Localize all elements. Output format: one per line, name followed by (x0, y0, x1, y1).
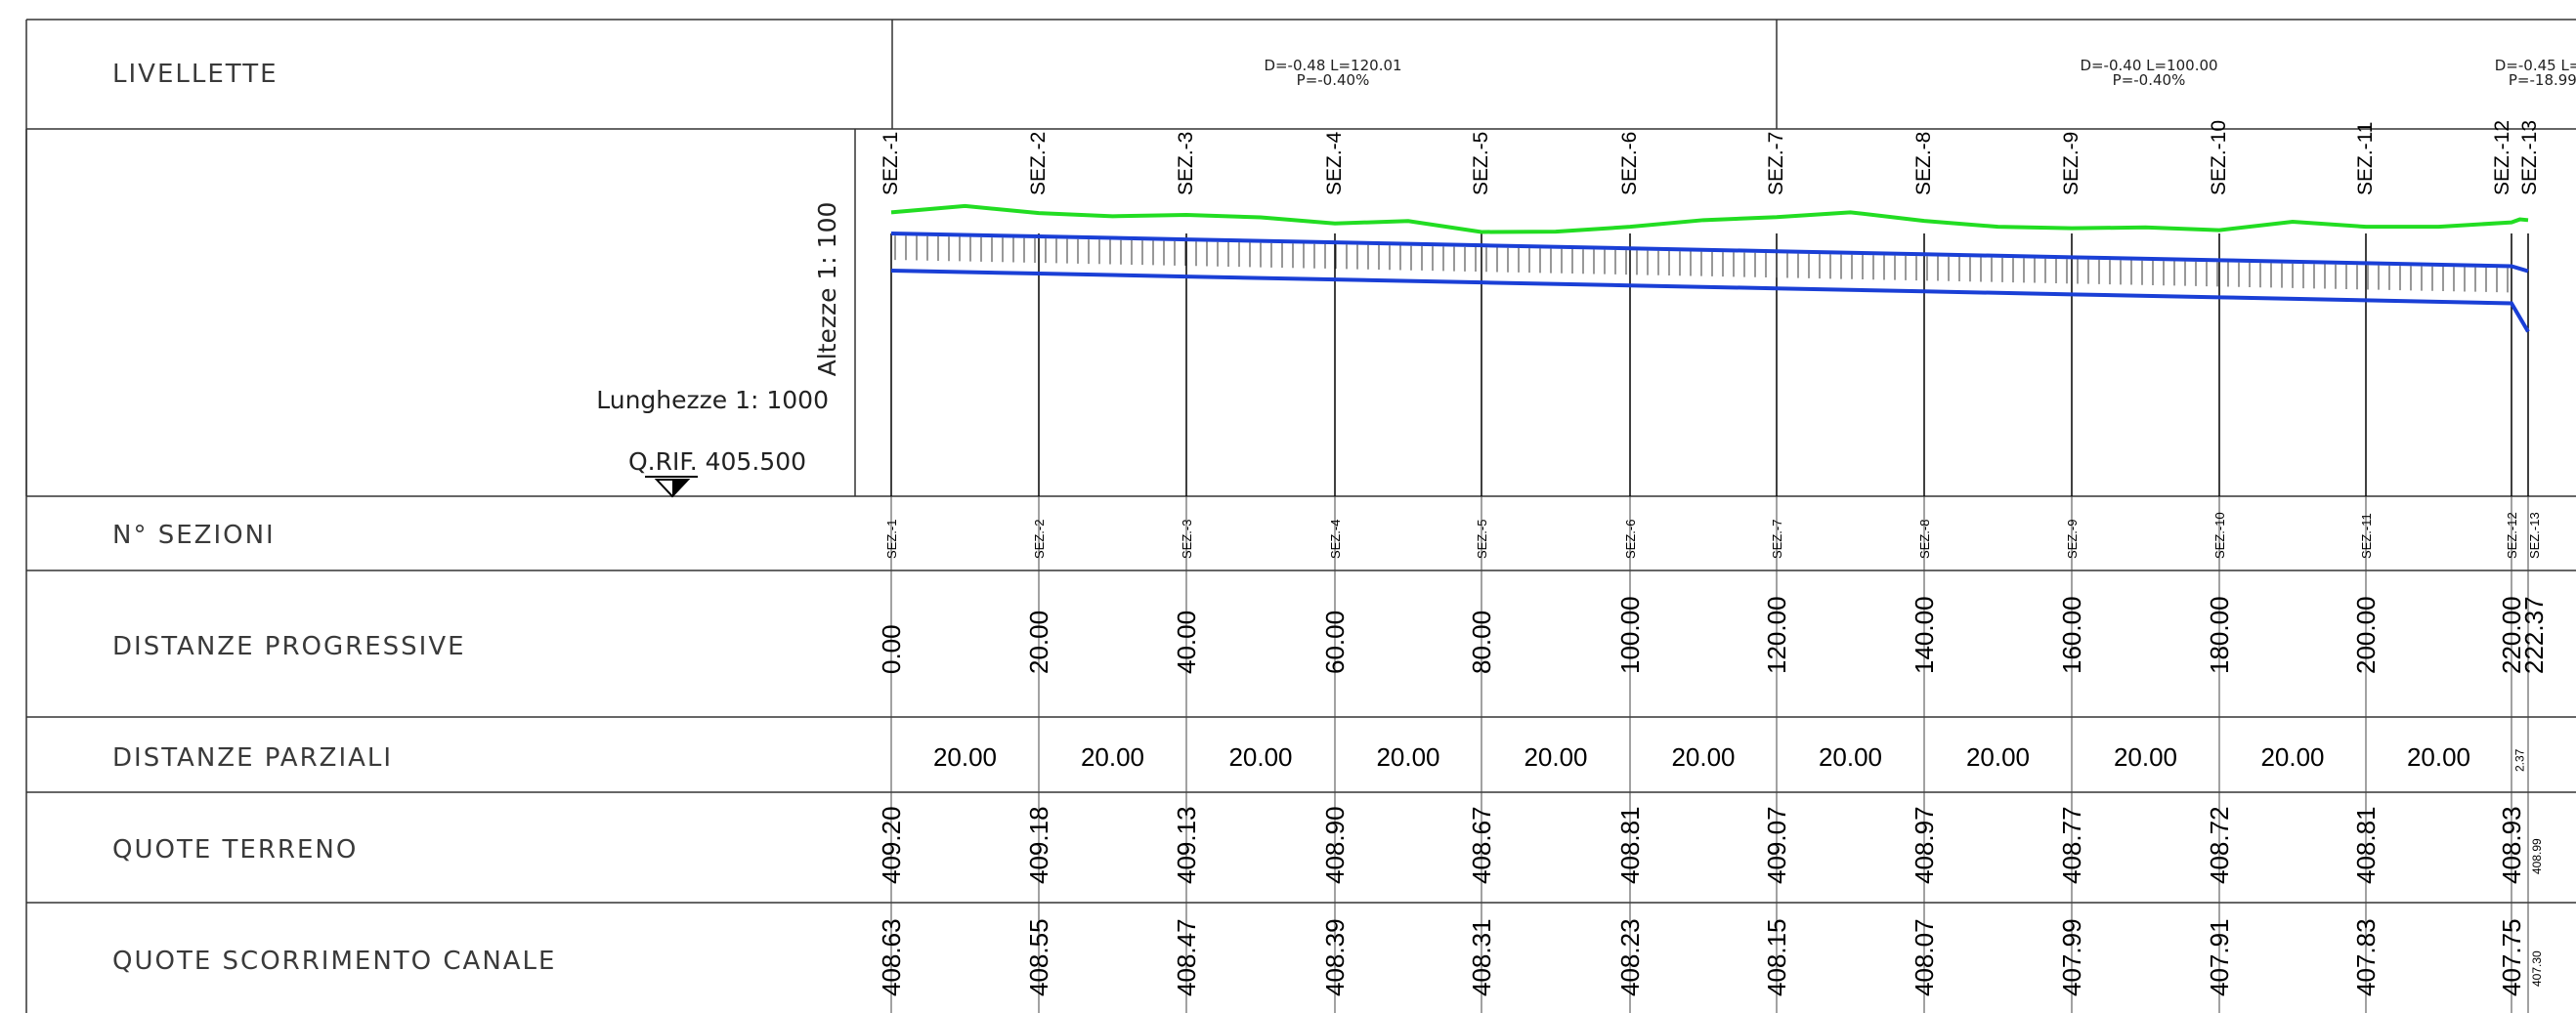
ground-quote: 408.77 (2057, 806, 2086, 884)
partial-distance: 20.00 (2260, 742, 2324, 772)
profile-section-label: SEZ.-12 (2491, 120, 2513, 195)
channel-quote: 407.99 (2057, 918, 2086, 996)
progressive-distance: 40.00 (1172, 611, 1201, 674)
channel-quote: 408.23 (1615, 918, 1645, 996)
partial-distance: 20.00 (1819, 742, 1882, 772)
ground-quote: 409.13 (1172, 806, 1201, 884)
channel-quote: 407.75 (2497, 918, 2526, 996)
livelletta-line2: P=-18.99% (2509, 71, 2576, 89)
channel-quote: 408.15 (1762, 918, 1791, 996)
section-number-label: SEZ.-2 (1032, 520, 1047, 559)
channel-quote: 407.30 (2530, 950, 2544, 987)
section-number-label: SEZ.-9 (2065, 520, 2080, 559)
profile-section-label: SEZ.-11 (2354, 122, 2377, 195)
progressive-distance: 60.00 (1320, 611, 1350, 674)
section-number-label: SEZ.-3 (1180, 520, 1194, 559)
profile-section-label: SEZ.-10 (2208, 120, 2230, 195)
progressive-distance: 80.00 (1467, 611, 1496, 674)
ground-quote: 408.99 (2530, 838, 2544, 874)
partial-distance: 2.37 (2513, 748, 2527, 772)
profile-section-label: SEZ.-4 (1323, 131, 1346, 195)
section-number-label: SEZ.-6 (1623, 520, 1638, 559)
horizontal-scale-label: Lunghezze 1: 1000 (596, 386, 829, 414)
livelletta-line1: D=-0.40 L=100.00 (2080, 57, 2217, 74)
progressive-distance: 200.00 (2351, 596, 2381, 674)
progressive-distance: 160.00 (2057, 596, 2086, 674)
channel-quote: 408.07 (1910, 918, 1939, 996)
row-label-parziali: DISTANZE PARZIALI (112, 743, 393, 773)
partial-distance: 20.00 (1228, 742, 1292, 772)
partial-distance: 20.00 (2407, 742, 2470, 772)
profile-section-label: SEZ.-13 (2518, 120, 2541, 195)
partial-distance: 20.00 (2114, 742, 2177, 772)
section-number-label: SEZ.-7 (1770, 520, 1784, 559)
row-label-terreno: QUOTE TERRENO (112, 835, 358, 865)
channel-quote: 408.47 (1172, 918, 1201, 996)
profile-section-label: SEZ.-5 (1470, 132, 1492, 195)
section-number-label: SEZ.-5 (1475, 520, 1489, 559)
profile-section-label: SEZ.-7 (1765, 132, 1787, 195)
row-label-scorrimento: QUOTE SCORRIMENTO CANALE (112, 947, 556, 976)
section-number-label: SEZ.-10 (2212, 512, 2227, 559)
section-number-label: SEZ.-8 (1917, 520, 1932, 559)
ground-line (890, 203, 2529, 234)
channel-top-line (890, 232, 2529, 274)
ground-quote: 408.93 (2497, 806, 2526, 884)
channel-quote: 408.55 (1024, 918, 1053, 996)
reference-marker-icon (645, 476, 698, 498)
section-number-label: SEZ.-11 (2359, 513, 2374, 559)
channel-quote: 408.39 (1320, 918, 1350, 996)
channel-quote: 407.83 (2351, 918, 2381, 996)
progressive-distance: 140.00 (1910, 596, 1939, 674)
row-label-livellette: LIVELLETTE (112, 60, 279, 89)
profile-content: D=-0.48 L=120.01P=-0.40%D=-0.40 L=100.00… (877, 57, 2576, 1013)
progressive-distance: 0.00 (877, 624, 906, 674)
partial-distance: 20.00 (1966, 742, 2030, 772)
table-frame (25, 19, 2576, 1013)
livelletta-line2: P=-0.40% (2113, 71, 2186, 89)
vertical-scale-label: Altezze 1: 100 (813, 202, 841, 377)
row-label-progressive: DISTANZE PROGRESSIVE (112, 632, 466, 661)
partial-distance: 20.00 (1671, 742, 1735, 772)
section-number-label: SEZ.-1 (884, 520, 899, 559)
reference-quota-label: Q.RIF. 405.500 (628, 447, 806, 476)
profile-section-label: SEZ.-8 (1912, 132, 1935, 195)
partial-distance: 20.00 (1376, 742, 1439, 772)
partial-distance: 20.00 (933, 742, 997, 772)
progressive-distance: 180.00 (2205, 596, 2234, 674)
progressive-distance: 120.00 (1762, 596, 1791, 674)
livelletta-line1: D=-0.48 L=120.01 (1264, 57, 1401, 74)
profile-section-label: SEZ.-3 (1175, 132, 1197, 195)
profile-section-label: SEZ.-2 (1027, 132, 1050, 195)
livelletta-line1: D=-0.45 L=2.3 (2495, 57, 2576, 74)
profile-section-label: SEZ.-6 (1618, 132, 1641, 195)
ground-quote: 408.67 (1467, 806, 1496, 884)
profile-section-label: SEZ.-9 (2060, 132, 2082, 195)
section-number-label: SEZ.-4 (1328, 520, 1343, 559)
channel-quote: 408.31 (1467, 918, 1496, 996)
ground-quote: 409.18 (1024, 806, 1053, 884)
livelletta-line2: P=-0.40% (1297, 71, 1370, 89)
channel-bottom-line (890, 269, 2530, 333)
section-number-label: SEZ.-13 (2527, 512, 2542, 559)
ground-quote: 409.07 (1762, 806, 1791, 884)
progressive-distance: 20.00 (1024, 611, 1053, 674)
progressive-distance: 220.00 (2497, 596, 2526, 674)
ground-quote: 408.81 (2351, 806, 2381, 884)
ground-quote: 408.72 (2205, 806, 2234, 884)
progressive-distance: 100.00 (1615, 596, 1645, 674)
row-label-sezioni: N° SEZIONI (112, 521, 276, 550)
progressive-distance: 222.37 (2519, 596, 2549, 674)
ground-quote: 409.20 (877, 806, 906, 884)
ground-quote: 408.97 (1910, 806, 1939, 884)
channel-quote: 408.63 (877, 918, 906, 996)
partial-distance: 20.00 (1081, 742, 1144, 772)
ground-quote: 408.81 (1615, 806, 1645, 884)
profile-section-label: SEZ.-1 (880, 132, 902, 195)
partial-distance: 20.00 (1524, 742, 1587, 772)
ground-quote: 408.90 (1320, 806, 1350, 884)
section-number-label: SEZ.-12 (2505, 512, 2519, 559)
channel-quote: 407.91 (2205, 918, 2234, 996)
